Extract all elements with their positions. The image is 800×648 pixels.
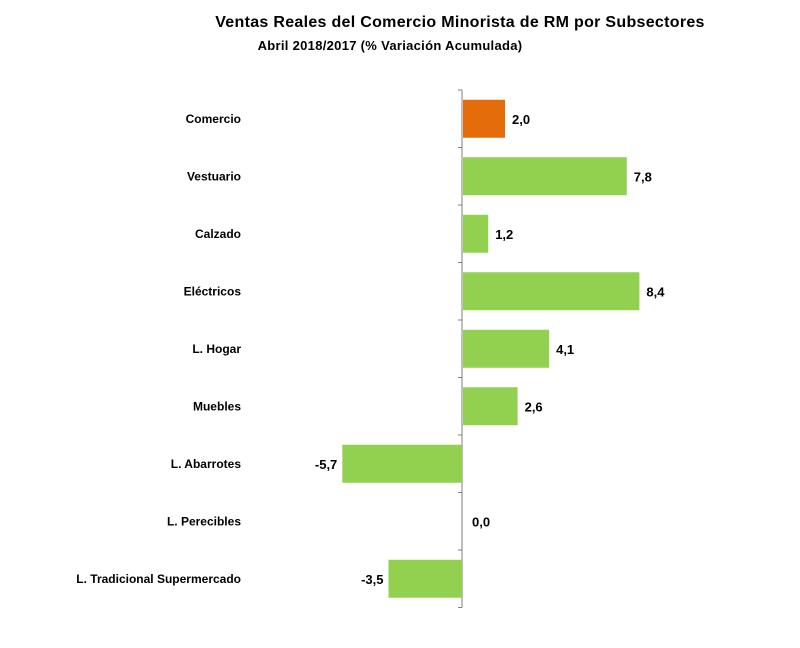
data-label: 1,2 xyxy=(495,227,513,242)
category-label: L. Hogar xyxy=(192,342,241,356)
data-label: 4,1 xyxy=(556,342,574,357)
data-label: 2,6 xyxy=(525,399,543,414)
data-label: 0,0 xyxy=(472,514,490,529)
category-label: Muebles xyxy=(193,399,241,413)
bar xyxy=(463,387,518,426)
category-label: L. Perecibles xyxy=(167,514,241,528)
data-label: -5,7 xyxy=(315,457,337,472)
data-label: 8,4 xyxy=(646,284,665,299)
data-label: -3,5 xyxy=(361,572,383,587)
bar xyxy=(463,157,627,196)
category-label: Comercio xyxy=(186,112,241,126)
category-label: L. Tradicional Supermercado xyxy=(76,572,241,586)
bar xyxy=(342,444,462,483)
category-label: Calzado xyxy=(195,227,241,241)
data-label: 7,8 xyxy=(634,169,652,184)
bar xyxy=(463,272,640,311)
bar xyxy=(463,99,505,138)
data-label: 2,0 xyxy=(512,112,530,127)
category-label: Eléctricos xyxy=(184,284,242,298)
bar xyxy=(388,559,462,598)
category-label: L. Abarrotes xyxy=(171,457,242,471)
category-label: Vestuario xyxy=(187,169,241,183)
bar xyxy=(463,329,550,368)
chart-title: Ventas Reales del Comercio Minorista de … xyxy=(215,14,705,31)
bar xyxy=(463,214,489,253)
chart-subtitle: Abril 2018/2017 (% Variación Acumulada) xyxy=(257,38,523,53)
